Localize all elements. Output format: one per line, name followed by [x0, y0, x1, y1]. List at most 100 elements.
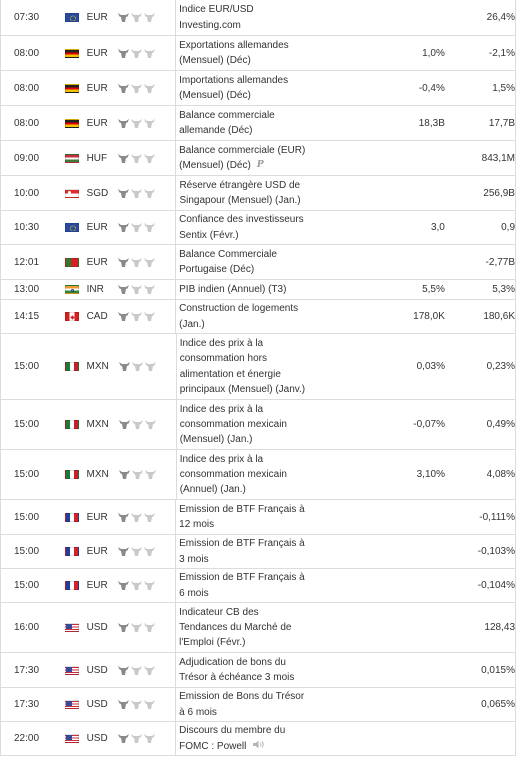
us-flag-icon [64, 700, 79, 709]
currency-code: CAD [86, 311, 108, 322]
event-name[interactable]: Exportations allemandes (Mensuel) (Déc) [176, 36, 356, 70]
currency-cell: EUR [49, 36, 108, 70]
previous-value: -0,104% [477, 580, 516, 591]
table-row[interactable]: 07:30 EUR Indice EUR/USD Investing.com 26,4% [1, 0, 515, 36]
previous-value: -0,111% [479, 511, 516, 523]
event-name-line: Emission de Bons du Trésor [179, 691, 305, 703]
event-name[interactable]: Balance commerciale allemande (Déc) [176, 106, 356, 140]
table-row[interactable]: 08:00 EUR Importations allemandes (Mensuel)… [1, 71, 515, 106]
previous-value [445, 722, 515, 755]
bull-icon [117, 223, 129, 232]
importance-rating [108, 106, 177, 140]
table-row[interactable]: 10:30 EUR Confiance des investisseurs Senti… [1, 211, 515, 245]
event-name-line: 6 mois [179, 587, 209, 599]
event-name[interactable]: Emission de BTF Français à 3 mois [176, 535, 356, 568]
table-row[interactable]: 22:00 USD Discours du membre du FOMC : Powe… [1, 722, 515, 756]
table-row[interactable]: 15:00 EUR Emission de BTF Français à 3 mois… [1, 535, 515, 569]
previous-value: -0,103% [477, 546, 516, 557]
table-row[interactable]: 10:00 SGD Réserve étrangère USD de Singapou… [1, 176, 515, 211]
event-time: 12:01 [14, 256, 40, 268]
event-name[interactable]: Indice EUR/USD Investing.com [176, 0, 356, 35]
table-row[interactable]: 15:00 EUR Emission de BTF Français à 12 moi… [1, 500, 515, 535]
event-name[interactable]: Confiance des investisseurs Sentix (Févr.… [176, 211, 356, 244]
table-row[interactable]: 08:00 EUR Balance commerciale allemande (Dé… [1, 106, 515, 141]
sg-flag-icon [64, 188, 79, 198]
table-row[interactable]: 12:01 EUR Balance Commerciale Portugaise (D… [1, 245, 515, 280]
bull-icon [143, 512, 155, 522]
event-name-line: Investing.com [179, 19, 241, 31]
table-row[interactable]: 16:00 USD Indicateur CB des Tendances du Ma… [1, 603, 515, 653]
event-name-line: 12 mois [179, 519, 215, 530]
event-name[interactable]: Construction de logements (Jan.) [176, 300, 356, 333]
currency-code: USD [86, 733, 108, 744]
event-name[interactable]: Adjudication de bons du Trésor à échéance… [176, 653, 356, 687]
event-name[interactable]: Emission de Bons du Trésor à 6 mois [176, 688, 356, 721]
bull-icon [117, 512, 129, 522]
bull-icon [130, 13, 142, 22]
table-row[interactable]: 17:30 USD Emission de Bons du Trésor à 6 mo… [1, 688, 515, 722]
actual-value [356, 450, 399, 499]
event-name[interactable]: Indicateur CB des Tendances du Marché de l… [176, 603, 356, 652]
event-name[interactable]: Emission de BTF Français à 12 mois [176, 500, 356, 534]
pt-flag-icon [64, 257, 79, 267]
event-name-line: principaux (Mensuel) (Janv.) [179, 383, 306, 395]
bull-icon [118, 420, 130, 429]
bull-icon [118, 362, 130, 371]
event-time: 22:00 [14, 733, 40, 744]
bull-icon [117, 285, 129, 294]
actual-value [356, 176, 399, 210]
bull-icon [143, 83, 155, 93]
event-name-line: Importations allemandes [179, 74, 289, 86]
event-time: 16:00 [14, 622, 40, 633]
event-name[interactable]: PIB indien (Annuel) (T3) [176, 280, 356, 299]
table-row[interactable]: 15:00 EUR Emission de BTF Français à 6 mois… [1, 569, 515, 603]
bull-icon [131, 362, 143, 371]
bull-icon [130, 665, 142, 675]
table-row[interactable]: 15:00 MXN Indice des prix à la consommation… [1, 450, 515, 500]
event-name-line: Indice EUR/USD [179, 4, 254, 16]
bull-icon [131, 420, 143, 429]
actual-value [356, 603, 399, 652]
bull-icon [130, 581, 142, 590]
importance-rating [108, 36, 177, 70]
event-name[interactable]: Indice des prix à la consommation mexicai… [177, 400, 357, 449]
importance-rating [109, 400, 177, 449]
importance-rating [109, 450, 177, 499]
table-row[interactable]: 14:15 CAD Construction de logements (Jan.) 1… [1, 300, 515, 334]
currency-code: EUR [86, 47, 108, 59]
ca-flag-icon [64, 312, 79, 321]
importance-rating [108, 688, 177, 721]
forecast-value: 18,3B [418, 117, 445, 129]
previous-value: 0,49% [486, 419, 515, 430]
event-name-line: PIB indien (Annuel) (T3) [179, 283, 287, 295]
table-row[interactable]: 17:30 USD Adjudication de bons du Trésor à … [1, 653, 515, 688]
table-row[interactable]: 15:00 MXN Indice des prix à la consommation… [1, 334, 515, 400]
event-name[interactable]: Balance Commerciale Portugaise (Déc) [176, 245, 356, 279]
event-name-line: allemande (Déc) [179, 125, 253, 136]
event-name[interactable]: Indice des prix à la consommation mexicai… [177, 450, 357, 499]
event-name[interactable]: Réserve étrangère USD de Singapour (Mensu… [176, 176, 356, 210]
table-row[interactable]: 13:00 INR PIB indien (Annuel) (T3) 5,5% 5,3% [1, 280, 515, 300]
previous-value: 0,9 [501, 222, 516, 233]
currency-cell: SGD [49, 176, 108, 210]
previous-value: -2,1% [488, 47, 516, 59]
event-name[interactable]: Indice des prix à la consommation hors ali… [177, 334, 357, 399]
importance-rating [108, 0, 177, 35]
table-row[interactable]: 08:00 EUR Exportations allemandes (Mensuel)… [1, 36, 515, 71]
event-name-line: Réserve étrangère USD de [179, 179, 301, 191]
previous-value: 17,7B [488, 117, 516, 129]
table-row[interactable]: 09:00 HUF Balance commerciale (EUR) (Mensue… [1, 141, 515, 176]
actual-value [356, 722, 399, 755]
event-name[interactable]: Importations allemandes (Mensuel) (Déc) [176, 71, 356, 105]
event-name[interactable]: Balance commerciale (EUR) (Mensuel) (Déc)… [176, 141, 356, 175]
event-name-line: Singapour (Mensuel) (Jan.) [179, 195, 301, 206]
event-name[interactable]: Discours du membre du FOMC : Powell [176, 722, 356, 755]
event-name[interactable]: Emission de BTF Français à 6 mois [176, 569, 356, 602]
importance-rating [108, 71, 177, 105]
de-flag-icon [64, 118, 79, 128]
table-row[interactable]: 15:00 MXN Indice des prix à la consommation… [1, 400, 515, 450]
bull-icon [131, 188, 143, 198]
bull-icon [130, 547, 142, 556]
bull-icon [143, 223, 155, 232]
